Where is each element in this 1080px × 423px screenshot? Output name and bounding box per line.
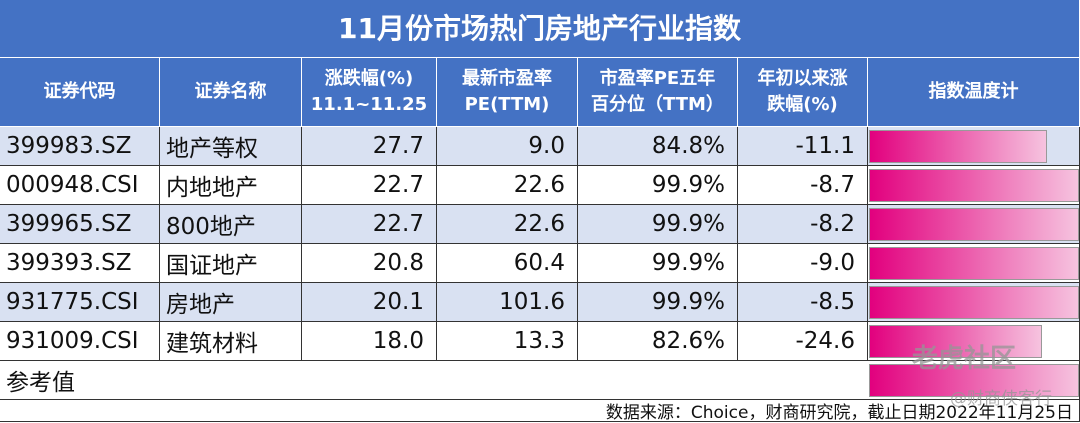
table-cell: 000948.CSI xyxy=(0,166,160,205)
table-cell: 82.6% xyxy=(578,322,738,361)
table-cell: 60.4 xyxy=(437,244,578,283)
table-cell: 399965.SZ xyxy=(0,205,160,244)
table-cell: 99.9% xyxy=(578,205,738,244)
reference-label: 参考值 xyxy=(0,361,868,400)
header-cell: 涨跌幅(%) 11.1~11.25 xyxy=(302,58,437,127)
gauge-bar xyxy=(869,169,1079,202)
title: 11月份市场热门房地产行业指数 xyxy=(0,0,1080,58)
table-cell: 27.7 xyxy=(302,127,437,166)
watermark: 老虎社区 xyxy=(912,344,1017,374)
table-cell: 13.3 xyxy=(437,322,578,361)
table-cell: 84.8% xyxy=(578,127,738,166)
table-cell: 内地地产 xyxy=(160,166,302,205)
reference-bar xyxy=(869,364,1079,397)
gauge-bar xyxy=(869,325,1043,358)
table-cell: -24.6 xyxy=(738,322,868,361)
table-cell: -8.2 xyxy=(738,205,868,244)
table-cell: 399393.SZ xyxy=(0,244,160,283)
table-cell: 18.0 xyxy=(302,322,437,361)
table-cell: -9.0 xyxy=(738,244,868,283)
header-cell: 指数温度计 xyxy=(868,58,1080,127)
table-cell: -8.5 xyxy=(738,283,868,322)
gauge-bar xyxy=(869,130,1048,163)
table-cell: 9.0 xyxy=(437,127,578,166)
table-cell: 20.8 xyxy=(302,244,437,283)
header-cell: 最新市盈率 PE(TTM) xyxy=(437,58,578,127)
table-cell: 22.7 xyxy=(302,205,437,244)
watermark: @财商侠客行 xyxy=(950,389,1052,409)
table-cell: 99.9% xyxy=(578,166,738,205)
header-cell: 年初以来涨 跌幅(%) xyxy=(738,58,868,127)
table-cell: -11.1 xyxy=(738,127,868,166)
table-cell: 800地产 xyxy=(160,205,302,244)
gauge-bar xyxy=(869,247,1079,280)
table-cell: 22.6 xyxy=(437,205,578,244)
table-cell: 房地产 xyxy=(160,283,302,322)
gauge-bar xyxy=(869,208,1079,241)
table-cell: 101.6 xyxy=(437,283,578,322)
table-cell: 国证地产 xyxy=(160,244,302,283)
header-cell: 证券名称 xyxy=(160,58,302,127)
table-cell: 931775.CSI xyxy=(0,283,160,322)
table-cell: 99.9% xyxy=(578,244,738,283)
table-cell: -8.7 xyxy=(738,166,868,205)
table-cell: 99.9% xyxy=(578,283,738,322)
gauge-bar xyxy=(869,286,1079,319)
table-cell: 22.6 xyxy=(437,166,578,205)
table-cell: 22.7 xyxy=(302,166,437,205)
table-cell: 931009.CSI xyxy=(0,322,160,361)
header-cell: 证券代码 xyxy=(0,58,160,127)
table-cell: 20.1 xyxy=(302,283,437,322)
table-cell: 建筑材料 xyxy=(160,322,302,361)
source: 数据来源：Choice，财商研究院，截止日期2022年11月25日 xyxy=(0,400,1080,423)
table-cell: 399983.SZ xyxy=(0,127,160,166)
table-cell: 地产等权 xyxy=(160,127,302,166)
header-cell: 市盈率PE五年 百分位（TTM） xyxy=(578,58,738,127)
